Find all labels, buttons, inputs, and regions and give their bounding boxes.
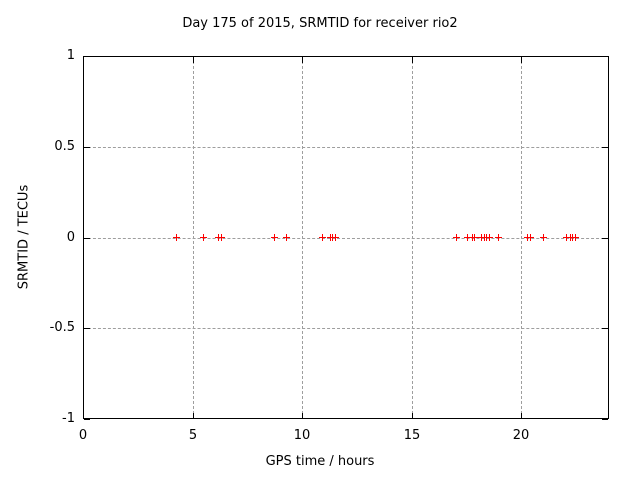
- plus-marker-vbar: [530, 234, 532, 241]
- data-point-marker: [495, 234, 503, 241]
- x-gridline: [521, 56, 522, 419]
- plus-marker-vbar: [467, 234, 469, 241]
- y-tick-left: [84, 328, 90, 329]
- data-point-marker: [464, 234, 472, 241]
- data-point-marker: [319, 234, 327, 241]
- x-gridline: [193, 56, 194, 419]
- x-tick-label: 20: [512, 428, 530, 443]
- data-point-marker: [571, 234, 579, 241]
- y-tick-right: [602, 147, 608, 148]
- x-gridline: [412, 56, 413, 419]
- x-tick-top: [412, 57, 413, 63]
- x-tick-label: 15: [403, 428, 421, 443]
- plus-marker-vbar: [498, 234, 500, 241]
- plus-marker-vbar: [542, 234, 544, 241]
- x-tick-label: 5: [188, 428, 198, 443]
- x-axis-label: GPS time / hours: [265, 454, 375, 469]
- y-gridline: [83, 238, 609, 239]
- data-point-marker: [173, 234, 181, 241]
- plus-marker-vbar: [286, 234, 288, 241]
- x-tick-label: 0: [78, 428, 88, 443]
- y-tick-right: [602, 328, 608, 329]
- y-tick-label: 0: [66, 230, 75, 245]
- data-point-marker: [471, 234, 479, 241]
- x-tick-bottom: [412, 413, 413, 419]
- y-axis-label: SRMTID / TECUs: [16, 184, 32, 290]
- x-tick-top: [302, 57, 303, 63]
- y-tick-right: [602, 238, 608, 239]
- x-tick-bottom: [521, 413, 522, 419]
- y-gridline: [83, 147, 609, 148]
- y-tick-label: -1: [62, 411, 75, 426]
- x-gridline: [302, 56, 303, 419]
- y-tick-left: [84, 56, 90, 57]
- x-tick-label: 10: [293, 428, 311, 443]
- x-tick-bottom: [193, 413, 194, 419]
- plot-border: [83, 56, 609, 419]
- plus-marker-vbar: [574, 234, 576, 241]
- plus-marker-vbar: [274, 234, 276, 241]
- y-tick-label: 0.5: [54, 139, 75, 154]
- plus-marker-vbar: [202, 234, 204, 241]
- chart-title: Day 175 of 2015, SRMTID for receiver rio…: [182, 16, 458, 31]
- plus-marker-vbar: [322, 234, 324, 241]
- plus-marker-vbar: [334, 234, 336, 241]
- data-point-marker: [199, 234, 207, 241]
- plus-marker-vbar: [565, 234, 567, 241]
- data-point-marker: [331, 234, 339, 241]
- y-tick-left: [84, 238, 90, 239]
- x-tick-bottom: [302, 413, 303, 419]
- data-point-marker: [539, 234, 547, 241]
- y-tick-right: [602, 56, 608, 57]
- plus-marker-vbar: [474, 234, 476, 241]
- y-gridline: [83, 328, 609, 329]
- data-point-marker: [486, 234, 494, 241]
- data-point-marker: [562, 234, 570, 241]
- y-tick-left: [84, 147, 90, 148]
- x-tick-top: [193, 57, 194, 63]
- x-tick-bottom: [83, 413, 84, 419]
- plus-marker-vbar: [176, 234, 178, 241]
- data-point-marker: [527, 234, 535, 241]
- y-tick-label: 1: [66, 48, 75, 63]
- data-point-marker: [271, 234, 279, 241]
- data-point-marker: [452, 234, 460, 241]
- plus-marker-vbar: [220, 234, 222, 241]
- plus-marker-vbar: [455, 234, 457, 241]
- x-tick-top: [83, 57, 84, 63]
- y-tick-label: -0.5: [49, 320, 75, 335]
- y-tick-right: [602, 419, 608, 420]
- data-point-marker: [217, 234, 225, 241]
- plus-marker-vbar: [489, 234, 491, 241]
- y-tick-left: [84, 419, 90, 420]
- data-point-marker: [283, 234, 291, 241]
- x-tick-top: [521, 57, 522, 63]
